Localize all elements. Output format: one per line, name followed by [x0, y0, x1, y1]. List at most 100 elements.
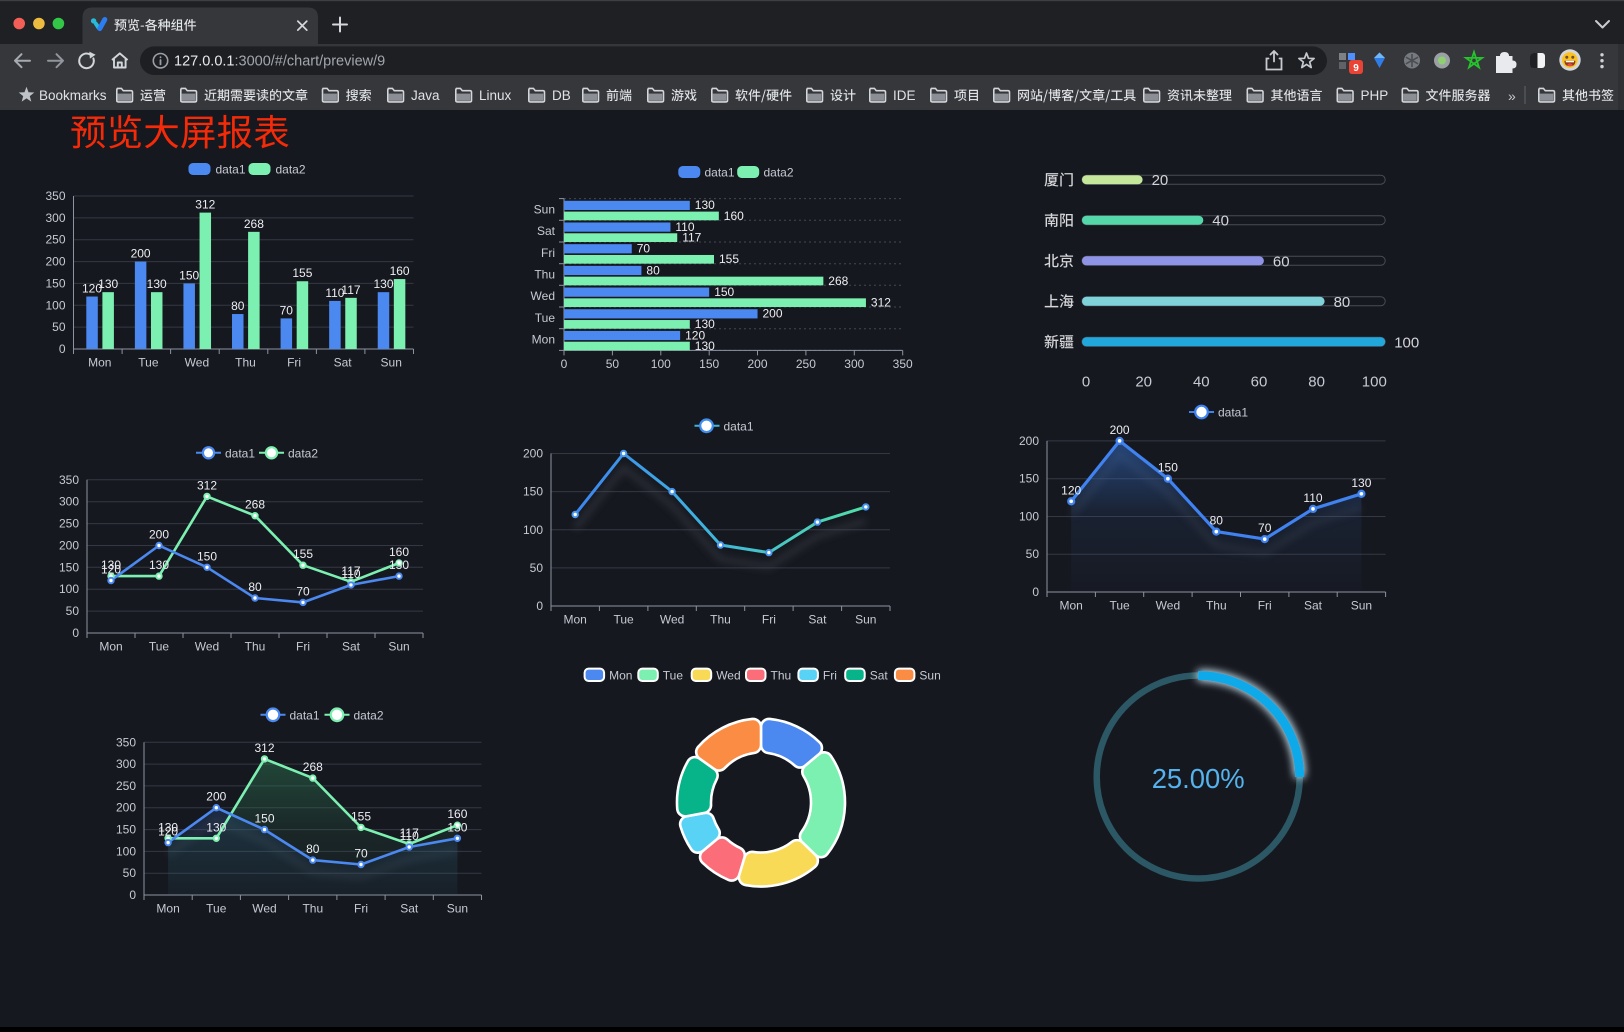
svg-text:50: 50: [52, 320, 66, 334]
svg-text:data1: data1: [705, 166, 735, 180]
svg-text:40: 40: [1193, 374, 1210, 391]
svg-text:50: 50: [606, 357, 620, 371]
svg-text:Sun: Sun: [447, 902, 468, 916]
svg-text:Fri: Fri: [823, 668, 837, 682]
svg-text:117: 117: [682, 231, 701, 245]
svg-text:268: 268: [303, 760, 323, 774]
svg-text:130: 130: [389, 558, 409, 572]
svg-text:250: 250: [59, 517, 79, 531]
svg-text:70: 70: [354, 847, 368, 861]
svg-text:110: 110: [325, 286, 344, 300]
svg-text:50: 50: [1026, 547, 1040, 561]
svg-text:50: 50: [123, 866, 137, 880]
svg-text:Thu: Thu: [235, 356, 256, 370]
svg-text:130: 130: [695, 198, 715, 212]
svg-text:Wed: Wed: [252, 902, 276, 916]
svg-text:300: 300: [45, 211, 65, 225]
svg-text:Bookmarks: Bookmarks: [39, 88, 107, 103]
svg-text:0: 0: [59, 342, 66, 356]
svg-text:100: 100: [116, 844, 136, 858]
svg-text:Tue: Tue: [138, 356, 159, 370]
svg-text:350: 350: [893, 357, 913, 371]
svg-text:Fri: Fri: [1258, 599, 1272, 613]
svg-text:100: 100: [1019, 510, 1039, 524]
svg-text:data2: data2: [354, 708, 384, 722]
svg-text:200: 200: [747, 357, 767, 371]
svg-text:200: 200: [59, 539, 79, 553]
svg-text:127.0.0.1:3000/#/chart/preview: 127.0.0.1:3000/#/chart/preview/9: [174, 54, 385, 70]
svg-text:155: 155: [292, 266, 312, 280]
svg-text:70: 70: [296, 584, 310, 598]
svg-text:200: 200: [763, 307, 783, 321]
svg-text:50: 50: [530, 561, 544, 575]
svg-text:130: 130: [101, 558, 121, 572]
svg-text:Sat: Sat: [400, 902, 419, 916]
svg-text:100: 100: [651, 357, 671, 371]
svg-text:250: 250: [116, 779, 136, 793]
svg-text:Tue: Tue: [613, 613, 634, 627]
svg-text:80: 80: [1334, 294, 1351, 311]
svg-text:PHP: PHP: [1361, 88, 1389, 103]
svg-text:110: 110: [400, 829, 419, 843]
svg-text:Mon: Mon: [532, 333, 555, 347]
svg-text:200: 200: [131, 247, 151, 261]
svg-text:312: 312: [871, 296, 891, 310]
svg-text:0: 0: [561, 357, 568, 371]
svg-text:80: 80: [231, 299, 245, 313]
svg-text:312: 312: [197, 478, 217, 492]
svg-text:Tue: Tue: [1109, 599, 1130, 613]
svg-text:40: 40: [1212, 213, 1229, 230]
svg-text:130: 130: [1351, 476, 1371, 490]
svg-text:120: 120: [1061, 483, 1081, 497]
svg-text:120: 120: [158, 825, 178, 839]
svg-text:Sun: Sun: [388, 640, 409, 654]
svg-text:80: 80: [1210, 514, 1224, 528]
svg-text:130: 130: [695, 339, 715, 353]
svg-text:80: 80: [646, 263, 660, 277]
svg-text:100: 100: [59, 582, 79, 596]
svg-text:data2: data2: [288, 446, 318, 460]
svg-text:20: 20: [1152, 172, 1169, 189]
svg-text:0: 0: [536, 599, 543, 613]
svg-text:150: 150: [116, 823, 136, 837]
svg-text:9: 9: [1353, 63, 1359, 74]
svg-text:Java: Java: [411, 88, 440, 103]
svg-text:Sat: Sat: [808, 613, 827, 627]
svg-text:150: 150: [59, 560, 79, 574]
svg-text:312: 312: [254, 741, 274, 755]
svg-text:25.00%: 25.00%: [1152, 763, 1245, 794]
svg-text:Mon: Mon: [1060, 599, 1083, 613]
svg-text:250: 250: [45, 233, 65, 247]
svg-text:Fri: Fri: [762, 613, 776, 627]
svg-text:100: 100: [523, 523, 543, 537]
svg-text:Thu: Thu: [534, 268, 555, 282]
svg-text:Thu: Thu: [771, 668, 792, 682]
svg-text:Tue: Tue: [663, 668, 684, 682]
svg-text:data1: data1: [290, 708, 320, 722]
svg-text:200: 200: [1019, 434, 1039, 448]
svg-text:300: 300: [59, 495, 79, 509]
svg-text:Mon: Mon: [609, 668, 632, 682]
svg-text:130: 130: [158, 820, 178, 834]
svg-text:Thu: Thu: [710, 613, 731, 627]
svg-text:data1: data1: [1218, 406, 1248, 420]
svg-text:Thu: Thu: [302, 902, 323, 916]
svg-text:150: 150: [197, 549, 217, 563]
svg-text:Wed: Wed: [660, 613, 684, 627]
svg-text:200: 200: [523, 447, 543, 461]
svg-text:200: 200: [149, 528, 169, 542]
svg-text:0: 0: [129, 888, 136, 902]
svg-text:200: 200: [206, 790, 226, 804]
svg-text:268: 268: [245, 498, 265, 512]
svg-text:268: 268: [828, 274, 848, 288]
svg-text:data2: data2: [764, 166, 794, 180]
svg-text:50: 50: [66, 604, 80, 618]
svg-text:Mon: Mon: [156, 902, 179, 916]
svg-text:350: 350: [45, 189, 65, 203]
svg-text:80: 80: [1308, 374, 1325, 391]
svg-text:155: 155: [351, 809, 371, 823]
svg-text:150: 150: [699, 357, 719, 371]
svg-text:Sun: Sun: [855, 613, 876, 627]
svg-text:300: 300: [844, 357, 864, 371]
svg-text:Sat: Sat: [870, 668, 889, 682]
